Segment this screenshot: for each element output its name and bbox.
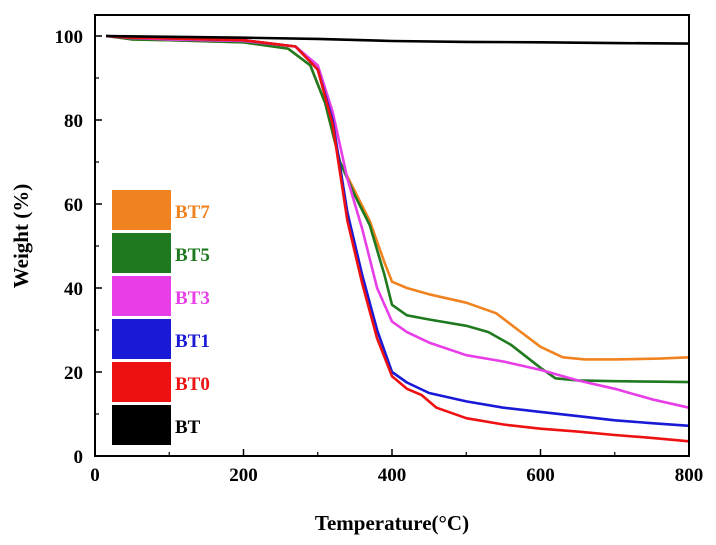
legend-label-bt1: BT1 — [175, 331, 210, 352]
x-axis-ticks: 0 200 400 600 800 — [90, 449, 703, 486]
legend-swatch-bt3 — [112, 276, 171, 316]
y-tick-label: 0 — [74, 447, 84, 468]
x-tick-label: 200 — [229, 465, 258, 486]
plot-lines — [105, 34, 690, 443]
series-line-bt5 — [105, 34, 690, 384]
legend-swatch-bt1 — [112, 319, 171, 359]
series-line-bt0 — [106, 34, 690, 443]
series-line-bt7 — [105, 34, 690, 361]
legend-swatch-bt7 — [112, 190, 171, 230]
y-tick-label: 100 — [55, 27, 84, 48]
legend-label-bt3: BT3 — [175, 288, 210, 309]
legend-label-bt: BT — [175, 417, 201, 438]
legend-label-bt0: BT0 — [175, 374, 210, 395]
series-line-bt — [106, 34, 690, 45]
legend-swatch-bt5 — [112, 233, 171, 273]
y-axis-ticks: 0 20 40 60 80 100 — [55, 27, 102, 468]
y-tick-label: 40 — [64, 279, 83, 300]
y-tick-label: 60 — [64, 195, 83, 216]
y-tick-label: 20 — [64, 363, 83, 384]
legend-swatch-bt0 — [112, 362, 171, 402]
legend-label-bt7: BT7 — [175, 202, 210, 223]
x-axis-title: Temperature(°C) — [315, 511, 469, 535]
y-axis-title: Weight (%) — [9, 184, 33, 288]
legend-label-bt5: BT5 — [175, 245, 210, 266]
legend-swatch-bt — [112, 405, 171, 445]
series-line-bt1 — [106, 34, 690, 428]
x-tick-label: 600 — [526, 465, 555, 486]
y-tick-label: 80 — [64, 111, 83, 132]
x-tick-label: 800 — [675, 465, 704, 486]
legend: BT7 BT5 BT3 BT1 BT0 BT — [112, 190, 210, 445]
x-tick-label: 400 — [378, 465, 407, 486]
x-tick-label: 0 — [90, 465, 100, 486]
